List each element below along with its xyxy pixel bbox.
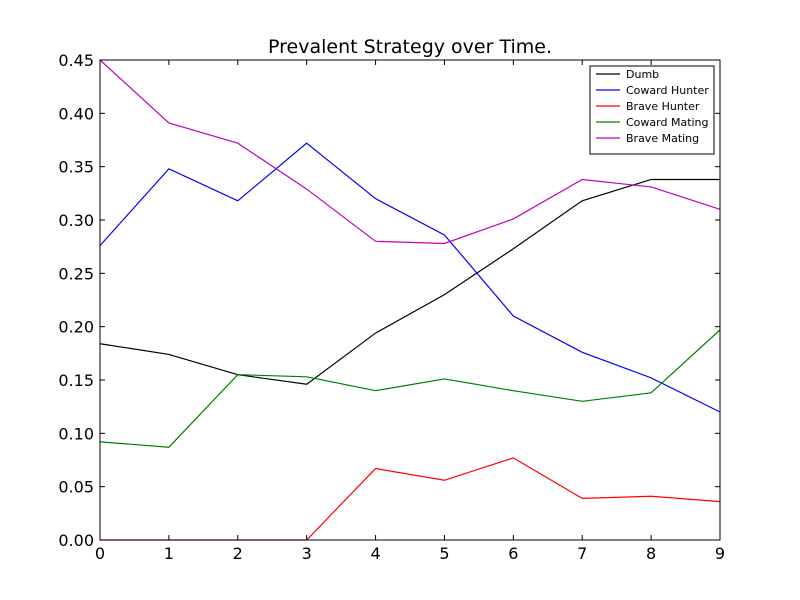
series-line-coward-mating [99,329,721,448]
legend-label: Coward Hunter [626,84,709,97]
series-line-brave-hunter [100,457,721,541]
x-tick-label: 8 [646,544,656,563]
x-tick-label: 7 [577,544,587,563]
y-tick-label: 0.20 [58,318,94,337]
series-line-coward-hunter [99,142,721,413]
x-tick-label: 0 [95,544,105,563]
x-tick-label: 2 [233,544,243,563]
y-tick-label: 0.05 [58,478,94,497]
legend: Dumb Coward Hunter Brave Hunter Coward Mati… [589,65,715,155]
y-tick-label: 0.00 [58,531,94,550]
x-tick-label: 3 [302,544,312,563]
y-tick-label: 0.45 [58,51,94,70]
axes-layer: 0 1 2 3 4 5 6 7 8 9 0.00 0.05 0.10 0.15 0.20 0.25 0.30 0.… [58,51,725,563]
legend-label: Brave Mating [626,132,699,145]
x-tick-label: 9 [715,544,725,563]
series-line-dumb [99,178,720,385]
y-tick-label: 0.35 [58,158,94,177]
x-tick-label: 4 [370,544,380,563]
legend-label: Brave Hunter [626,100,700,113]
y-tick-label: 0.30 [58,211,94,230]
series-line-brave-mating [99,59,721,245]
legend-label: Coward Mating [626,116,709,129]
legend-box [589,65,715,155]
y-tick-label: 0.40 [58,104,94,123]
x-tick-label: 5 [439,544,449,563]
x-tick-label: 1 [164,544,174,563]
y-tick-label: 0.10 [58,424,94,443]
y-tick-label: 0.15 [58,371,94,390]
x-tick-label: 6 [508,544,518,563]
plot-frame [99,59,721,541]
legend-label: Dumb [626,68,659,81]
chart-title: Prevalent Strategy over Time. [268,36,552,58]
y-tick-label: 0.25 [58,264,94,283]
